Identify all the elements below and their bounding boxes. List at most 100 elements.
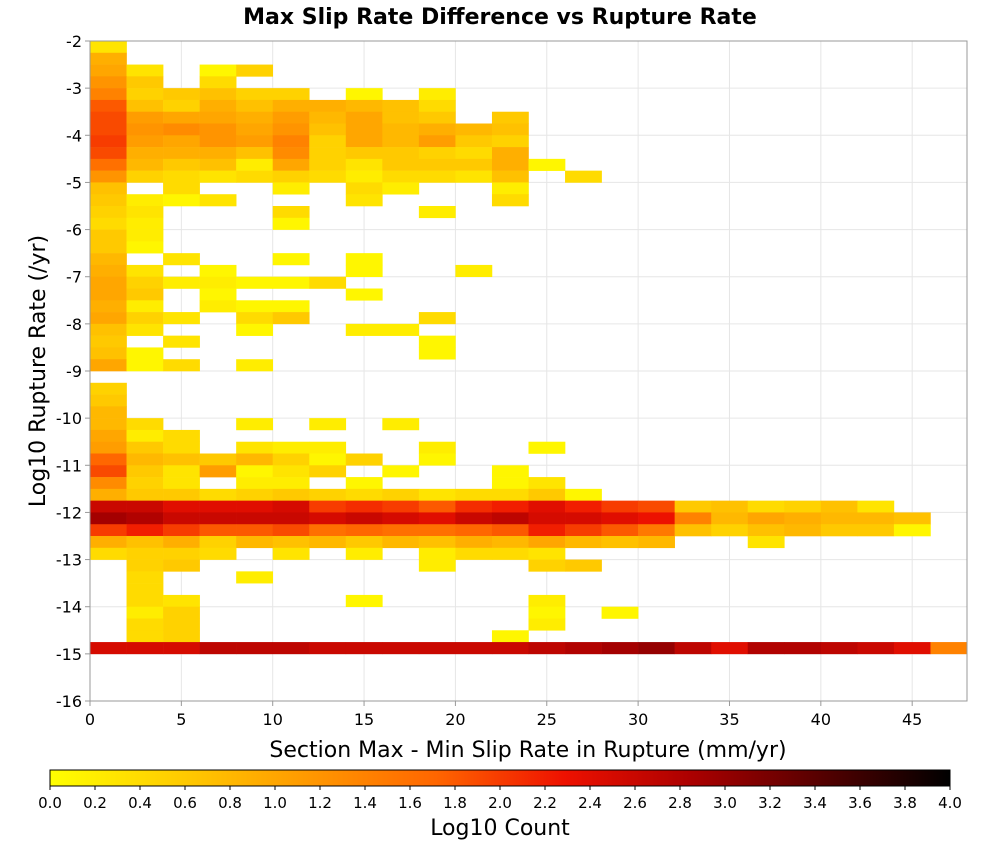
heatmap-cell [236,276,274,289]
heatmap-cell [418,512,456,525]
colorbar-tick-label: 2.8 [668,794,692,812]
heatmap-cell [455,135,493,148]
heatmap-cell [528,642,566,655]
heatmap-cell [90,394,127,407]
heatmap-cell [236,147,274,160]
heatmap-cell [272,170,310,183]
heatmap-cell [199,512,237,525]
heatmap-cell [90,41,127,54]
heatmap-cell [491,477,529,490]
heatmap-cell [272,547,310,560]
heatmap-cell [857,642,895,655]
heatmap-cell [90,206,127,219]
heatmap-cell [90,418,127,431]
heatmap-cell [345,500,383,513]
heatmap-cell [345,88,383,101]
heatmap-cell [418,524,456,537]
heatmap-cell [418,88,456,101]
heatmap-cell [272,111,310,124]
heatmap-cell [345,194,383,207]
heatmap-cell [126,241,164,254]
heatmap-cell [345,111,383,124]
heatmap-cell [674,512,712,525]
heatmap-cell [90,347,127,360]
colorbar-tick-label: 0.0 [38,794,62,812]
heatmap-cell [382,465,420,478]
heatmap-cell [528,618,566,631]
heatmap-cell [528,512,566,525]
heatmap-cell [601,512,639,525]
heatmap-cell [601,500,639,513]
heatmap-cell [90,76,127,89]
heatmap-cell [820,512,858,525]
heatmap-cell [491,170,529,183]
heatmap-cell [199,264,237,278]
heatmap-cell [309,135,347,148]
x-tick-label: 35 [719,710,739,729]
heatmap-cell [418,488,456,501]
heatmap-cell [345,594,383,608]
colorbar-tick-label: 2.0 [488,794,512,812]
heatmap-cell [345,158,383,171]
heatmap-cell [90,88,127,101]
heatmap-cell [90,477,127,490]
heatmap-cell [199,453,237,466]
heatmap-cell [126,194,164,207]
heatmap-cell [199,158,237,171]
heatmap-cell [236,170,274,183]
heatmap-cell [309,99,347,113]
heatmap-cell [126,64,164,77]
heatmap-cell [272,88,310,101]
y-tick-label: -15 [56,645,82,664]
heatmap-cell [309,500,347,513]
heatmap-cell [345,536,383,549]
heatmap-cell [163,123,200,136]
colorbar-tick-label: 1.4 [353,794,377,812]
colorbar-tick-label: 1.8 [443,794,467,812]
heatmap-cell [820,500,858,513]
heatmap-cell [236,323,274,336]
heatmap-cell [163,99,200,113]
heatmap-cell [163,465,200,478]
heatmap-cell [345,170,383,183]
heatmap-cell [163,335,200,348]
x-tick-label: 45 [902,710,922,729]
heatmap-cell [126,500,164,513]
heatmap-cell [418,453,456,466]
y-tick-label: -5 [66,173,82,192]
heatmap-cell [309,111,347,124]
heatmap-cell [747,536,785,549]
heatmap-cell [491,524,529,537]
heatmap-cell [345,642,383,655]
heatmap-cell [90,111,127,124]
heatmap-cell [90,253,127,266]
heatmap-cell [455,264,493,278]
heatmap-cell [382,170,420,183]
heatmap-cell [418,642,456,655]
heatmap-cell [309,147,347,160]
heatmap-cell [272,441,310,454]
heatmap-cell [491,512,529,525]
heatmap-cell [418,147,456,160]
heatmap-cell [345,488,383,501]
x-tick-label: 30 [628,710,648,729]
heatmap-cell [345,453,383,466]
heatmap-cell [90,52,127,65]
heatmap-cell [163,194,200,207]
heatmap-cell [565,512,602,525]
heatmap-cell [491,630,529,643]
heatmap-cell [309,276,347,289]
heatmap-cell [565,170,602,183]
heatmap-cell [236,512,274,525]
heatmap-cell [90,312,127,325]
heatmap-cell [90,135,127,148]
heatmap-cell [674,524,712,537]
heatmap-cell [491,642,529,655]
heatmap-cell [382,323,420,336]
heatmap-cell [126,158,164,171]
heatmap-cell [784,512,822,525]
heatmap-cell [272,477,310,490]
heatmap-cell [272,465,310,478]
chart-title: Max Slip Rate Difference vs Rupture Rate [243,5,757,30]
heatmap-cell [711,524,749,537]
